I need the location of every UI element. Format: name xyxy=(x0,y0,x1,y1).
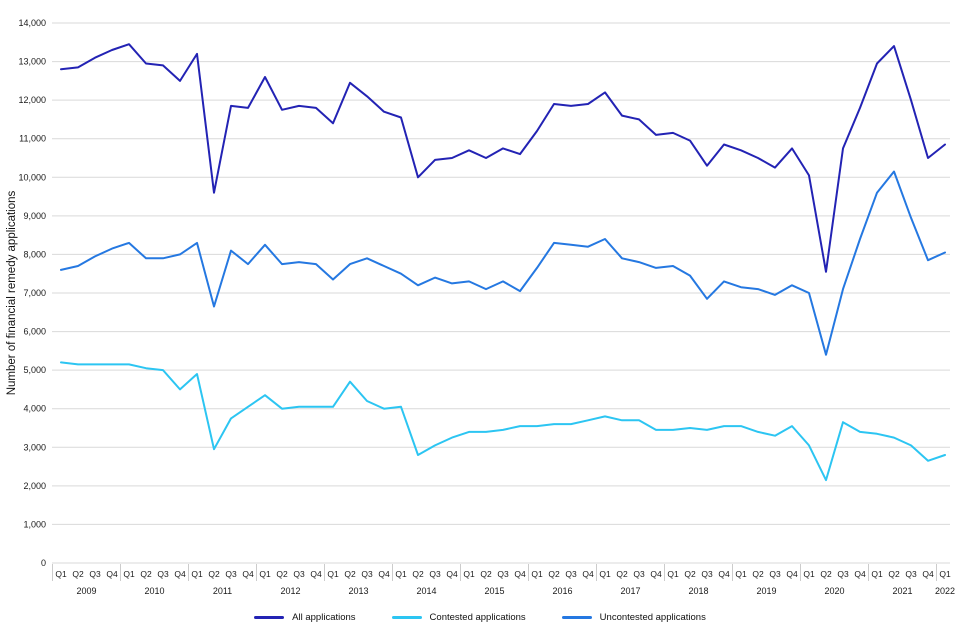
series-line-contested-applications xyxy=(60,361,946,482)
y-tick-label: 11,000 xyxy=(19,134,46,144)
x-tick-quarter-label: Q1 xyxy=(327,569,339,579)
y-axis-title: Number of financial remedy applications xyxy=(6,190,18,396)
x-tick-year-label: 2019 xyxy=(756,586,776,596)
x-tick-year-label: 2022 xyxy=(935,586,955,596)
y-tick-label: 3,000 xyxy=(23,442,46,452)
x-tick-quarter-label: Q1 xyxy=(55,569,67,579)
x-tick-quarter-label: Q3 xyxy=(565,569,577,579)
x-tick-quarter-label: Q3 xyxy=(293,569,305,579)
x-tick-quarter-label: Q4 xyxy=(650,569,662,579)
x-tick-quarter-label: Q4 xyxy=(174,569,186,579)
x-tick-year-label: 2021 xyxy=(892,586,912,596)
x-tick-quarter-label: Q2 xyxy=(344,569,356,579)
y-tick-label: 9,000 xyxy=(23,211,46,221)
legend-label: Contested applications xyxy=(429,612,526,623)
x-tick-quarter-label: Q4 xyxy=(786,569,798,579)
x-tick-quarter-label: Q3 xyxy=(429,569,441,579)
legend-item-contested-applications: Contested applications xyxy=(391,612,526,623)
x-tick-year-label: 2013 xyxy=(348,586,368,596)
x-tick-quarter-label: Q4 xyxy=(582,569,594,579)
x-tick-quarter-label: Q2 xyxy=(72,569,84,579)
x-tick-quarter-label: Q3 xyxy=(361,569,373,579)
x-tick-year-label: 2016 xyxy=(552,586,572,596)
x-tick-quarter-label: Q2 xyxy=(548,569,560,579)
x-tick-quarter-label: Q4 xyxy=(854,569,866,579)
x-tick-quarter-label: Q1 xyxy=(667,569,679,579)
x-tick-quarter-label: Q4 xyxy=(378,569,390,579)
y-tick-label: 8,000 xyxy=(23,249,46,259)
legend-swatch xyxy=(391,616,422,619)
x-tick-quarter-label: Q2 xyxy=(616,569,628,579)
x-tick-quarter-label: Q3 xyxy=(157,569,169,579)
series-line-uncontested-applications xyxy=(60,170,946,356)
x-tick-quarter-label: Q3 xyxy=(701,569,713,579)
x-tick-quarter-label: Q2 xyxy=(888,569,900,579)
y-tick-label: 0 xyxy=(41,558,46,568)
y-tick-label: 12,000 xyxy=(18,95,46,105)
series-line-all-applications xyxy=(60,43,946,273)
x-tick-quarter-label: Q1 xyxy=(395,569,407,579)
x-tick-quarter-label: Q2 xyxy=(752,569,764,579)
x-tick-quarter-label: Q1 xyxy=(531,569,543,579)
x-tick-quarter-label: Q1 xyxy=(259,569,271,579)
x-tick-quarter-label: Q4 xyxy=(446,569,458,579)
legend-label: All applications xyxy=(292,612,356,623)
x-tick-year-label: 2017 xyxy=(620,586,640,596)
x-tick-year-label: 2015 xyxy=(484,586,504,596)
x-tick-quarter-label: Q3 xyxy=(905,569,917,579)
x-tick-quarter-label: Q1 xyxy=(871,569,883,579)
x-tick-quarter-label: Q3 xyxy=(497,569,509,579)
y-tick-label: 2,000 xyxy=(23,481,46,491)
x-tick-quarter-label: Q2 xyxy=(820,569,832,579)
x-tick-quarter-label: Q2 xyxy=(140,569,152,579)
x-tick-year-label: 2020 xyxy=(824,586,844,596)
x-tick-quarter-label: Q4 xyxy=(514,569,526,579)
y-tick-label: 14,000 xyxy=(18,18,46,28)
x-tick-quarter-label: Q1 xyxy=(803,569,815,579)
x-tick-year-label: 2009 xyxy=(76,586,96,596)
x-tick-quarter-label: Q4 xyxy=(718,569,730,579)
x-tick-year-label: 2012 xyxy=(280,586,300,596)
chart-legend: All applications Contested applications Un… xyxy=(0,612,960,623)
x-tick-quarter-label: Q1 xyxy=(463,569,475,579)
x-tick-quarter-label: Q1 xyxy=(599,569,611,579)
x-tick-quarter-label: Q1 xyxy=(939,569,951,579)
y-tick-label: 1,000 xyxy=(23,519,46,529)
x-tick-quarter-label: Q3 xyxy=(633,569,645,579)
x-tick-year-label: 2014 xyxy=(416,586,436,596)
x-tick-quarter-label: Q2 xyxy=(684,569,696,579)
legend-swatch xyxy=(254,616,285,619)
x-tick-quarter-label: Q3 xyxy=(225,569,237,579)
x-tick-year-label: 2010 xyxy=(144,586,164,596)
x-tick-quarter-label: Q1 xyxy=(191,569,203,579)
legend-item-uncontested-applications: Uncontested applications xyxy=(561,612,706,623)
x-tick-quarter-label: Q1 xyxy=(735,569,747,579)
legend-swatch xyxy=(561,616,592,619)
x-tick-quarter-label: Q4 xyxy=(242,569,254,579)
y-tick-label: 7,000 xyxy=(23,288,46,298)
x-tick-quarter-label: Q2 xyxy=(412,569,424,579)
y-tick-label: 4,000 xyxy=(23,404,46,414)
x-tick-quarter-label: Q1 xyxy=(123,569,135,579)
x-tick-quarter-label: Q2 xyxy=(276,569,288,579)
chart-canvas: 14,000 13,000 12,000 11,000 10,000 9,000 8,000… xyxy=(18,18,955,596)
x-tick-year-label: 2018 xyxy=(688,586,708,596)
y-tick-label: 5,000 xyxy=(23,365,46,375)
legend-item-all-applications: All applications xyxy=(254,612,356,623)
x-tick-quarter-label: Q3 xyxy=(837,569,849,579)
x-tick-quarter-label: Q2 xyxy=(480,569,492,579)
x-tick-quarter-label: Q3 xyxy=(769,569,781,579)
x-tick-quarter-label: Q4 xyxy=(106,569,118,579)
legend-label: Uncontested applications xyxy=(599,612,706,623)
x-tick-quarter-label: Q2 xyxy=(208,569,220,579)
y-tick-label: 13,000 xyxy=(18,57,46,67)
x-tick-quarter-label: Q4 xyxy=(922,569,934,579)
y-tick-label: 10,000 xyxy=(18,172,46,182)
x-tick-quarter-label: Q4 xyxy=(310,569,322,579)
x-tick-quarter-label: Q3 xyxy=(89,569,101,579)
x-tick-year-label: 2011 xyxy=(213,586,232,596)
y-tick-label: 6,000 xyxy=(23,327,46,337)
